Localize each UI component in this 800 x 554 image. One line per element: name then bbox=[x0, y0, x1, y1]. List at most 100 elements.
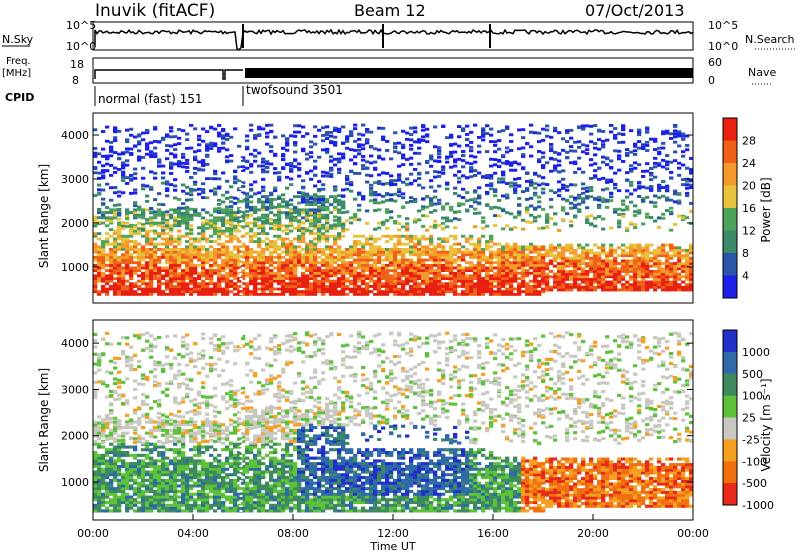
range-gate-cell bbox=[313, 203, 318, 207]
range-gate-cell bbox=[125, 285, 130, 288]
range-gate-cell bbox=[265, 292, 270, 296]
range-gate-cell bbox=[97, 188, 102, 192]
range-gate-cell bbox=[361, 248, 366, 251]
range-gate-cell bbox=[373, 227, 378, 231]
range-gate-cell bbox=[489, 207, 494, 210]
range-gate-cell bbox=[301, 216, 306, 220]
range-gate-cell bbox=[169, 248, 174, 251]
range-gate-cell bbox=[641, 285, 646, 289]
range-gate-cell bbox=[245, 203, 250, 207]
range-gate-cell bbox=[629, 264, 634, 268]
range-gate-cell bbox=[541, 287, 546, 291]
range-gate-cell bbox=[621, 285, 626, 289]
range-gate-cell bbox=[525, 274, 530, 278]
range-gate-cell bbox=[529, 154, 534, 158]
range-gate-cell bbox=[557, 180, 562, 184]
range-gate-cell bbox=[537, 269, 542, 272]
range-gate-cell bbox=[101, 487, 106, 491]
range-gate-cell bbox=[97, 495, 102, 499]
range-gate-cell bbox=[517, 282, 522, 286]
range-gate-cell bbox=[297, 282, 302, 286]
range-gate-cell bbox=[105, 277, 110, 280]
range-gate-cell bbox=[361, 258, 366, 262]
range-gate-cell bbox=[249, 221, 254, 225]
range-gate-cell bbox=[93, 371, 98, 375]
range-gate-cell bbox=[653, 259, 658, 263]
range-gate-cell bbox=[525, 285, 530, 288]
range-gate-cell bbox=[613, 264, 618, 268]
range-gate-cell bbox=[569, 285, 574, 289]
range-gate-cell bbox=[573, 280, 578, 284]
range-gate-cell bbox=[329, 245, 334, 249]
range-gate-cell bbox=[537, 150, 542, 153]
range-gate-cell bbox=[345, 219, 350, 223]
range-gate-cell bbox=[309, 151, 314, 154]
range-gate-cell bbox=[633, 226, 638, 229]
range-gate-cell bbox=[617, 246, 622, 250]
range-gate-cell bbox=[381, 292, 386, 296]
range-gate-cell bbox=[225, 250, 230, 254]
range-gate-cell bbox=[273, 154, 278, 157]
range-gate-cell bbox=[93, 274, 98, 278]
range-gate-cell bbox=[201, 127, 206, 131]
range-gate-cell bbox=[305, 253, 310, 257]
range-gate-cell bbox=[237, 287, 242, 291]
range-gate-cell bbox=[373, 282, 378, 286]
range-gate-cell bbox=[293, 287, 298, 291]
range-gate-cell bbox=[529, 258, 534, 262]
range-gate-cell bbox=[433, 255, 438, 259]
range-gate-cell bbox=[297, 263, 302, 267]
range-gate-cell bbox=[553, 246, 558, 250]
range-gate-cell bbox=[153, 152, 158, 156]
range-gate-cell bbox=[241, 156, 246, 160]
range-gate-cell bbox=[105, 451, 110, 455]
range-gate-cell bbox=[401, 287, 406, 291]
range-gate-cell bbox=[629, 277, 634, 281]
range-gate-cell bbox=[629, 200, 634, 204]
range-gate-cell bbox=[125, 245, 130, 249]
range-gate-cell bbox=[245, 147, 250, 151]
range-gate-cell bbox=[553, 151, 558, 154]
range-gate-cell bbox=[161, 203, 166, 207]
range-gate-cell bbox=[265, 170, 270, 174]
range-gate-cell bbox=[537, 279, 542, 283]
range-gate-cell bbox=[277, 237, 282, 241]
range-gate-cell bbox=[233, 255, 238, 259]
range-gate-cell bbox=[149, 240, 154, 243]
range-gate-cell bbox=[205, 248, 210, 251]
range-gate-cell bbox=[105, 282, 110, 286]
nsky-panel: N.Sky 10^5 10^0 10^5 10^0 N.Search bbox=[2, 19, 795, 53]
range-gate-cell bbox=[465, 137, 470, 141]
range-gate-cell bbox=[361, 197, 366, 201]
range-gate-cell bbox=[237, 240, 242, 243]
range-gate-cell bbox=[521, 269, 526, 272]
range-gate-cell bbox=[161, 253, 166, 257]
range-gate-cell bbox=[153, 248, 158, 251]
range-gate-cell bbox=[453, 164, 458, 168]
range-gate-cell bbox=[621, 262, 626, 265]
range-gate-cell bbox=[225, 132, 230, 136]
range-gate-cell bbox=[649, 280, 654, 284]
range-gate-cell bbox=[173, 184, 178, 188]
range-gate-cell bbox=[665, 262, 670, 265]
range-gate-cell bbox=[397, 237, 402, 241]
range-gate-cell bbox=[221, 290, 226, 294]
range-gate-cell bbox=[657, 162, 662, 165]
range-gate-cell bbox=[257, 266, 262, 270]
range-gate-cell bbox=[113, 237, 118, 241]
range-gate-cell bbox=[229, 221, 234, 225]
range-gate-cell bbox=[673, 254, 678, 258]
range-gate-cell bbox=[213, 261, 218, 265]
range-gate-cell bbox=[445, 285, 450, 288]
range-gate-cell bbox=[337, 194, 342, 198]
range-gate-cell bbox=[309, 245, 314, 249]
range-gate-cell bbox=[517, 203, 522, 207]
range-gate-cell bbox=[157, 202, 162, 206]
range-gate-cell bbox=[129, 245, 134, 249]
range-gate-cell bbox=[97, 255, 102, 259]
range-gate-cell bbox=[425, 274, 430, 278]
range-gate-cell bbox=[605, 180, 610, 184]
range-gate-cell bbox=[149, 185, 154, 189]
range-gate-cell bbox=[141, 248, 146, 251]
range-gate-cell bbox=[393, 287, 398, 291]
